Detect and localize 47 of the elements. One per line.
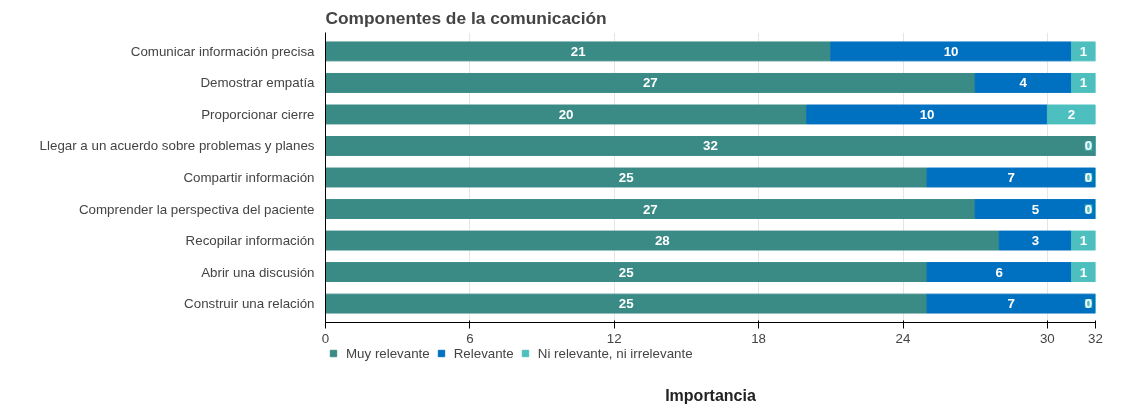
y-tick-label: Recopilar información — [185, 233, 315, 249]
x-tick-label: 0 — [321, 330, 330, 346]
x-tick-label: 18 — [751, 330, 767, 346]
y-tick-label: Comprender la perspectiva del paciente — [78, 201, 315, 217]
data-label: 1 — [1079, 264, 1088, 280]
x-tick-label: 30 — [1039, 330, 1055, 346]
x-tick-label: 12 — [606, 330, 622, 346]
data-label: 7 — [1007, 296, 1015, 312]
data-label: 4 — [1019, 75, 1028, 91]
data-label: 0 — [1084, 170, 1093, 185]
y-tick-label: Compartir información — [183, 170, 315, 185]
data-label: 1 — [1079, 43, 1088, 59]
y-tick-label: Construir una relación — [184, 296, 315, 312]
data-label: 32 — [703, 138, 718, 154]
data-label: 1 — [1079, 233, 1088, 249]
data-label: 7 — [1007, 170, 1015, 185]
data-label: 25 — [618, 264, 635, 280]
y-tick-label: Llegar a un acuerdo sobre problemas y planes — [39, 138, 315, 154]
chart-title: Componentes de la comunicación — [325, 7, 607, 28]
data-label: 28 — [654, 233, 670, 249]
data-label: 1 — [1079, 75, 1088, 91]
data-label: 3 — [1031, 233, 1040, 249]
y-tick-label: Comunicar información precisa — [130, 43, 316, 59]
data-label: 27 — [642, 201, 658, 217]
data-label: 25 — [618, 296, 635, 312]
data-label: 20 — [558, 106, 574, 122]
x-tick-label: 24 — [895, 330, 911, 346]
data-label: 0 — [1084, 138, 1093, 154]
data-label: 10 — [919, 106, 935, 122]
data-label: 5 — [1031, 201, 1040, 217]
y-tick-label: Proporcionar cierre — [201, 106, 315, 122]
data-label: 2 — [1067, 106, 1076, 122]
data-label: 27 — [642, 75, 658, 91]
y-tick-label: Demostrar empatía — [200, 75, 316, 91]
x-axis-title: Importancia — [665, 386, 756, 404]
data-label: 10 — [943, 43, 959, 59]
data-label: 25 — [618, 170, 635, 185]
data-label: 0 — [1084, 201, 1093, 217]
data-label: 21 — [570, 43, 587, 59]
x-tick-label: 6 — [466, 330, 474, 346]
data-label: 0 — [1084, 296, 1093, 312]
legend-label: Ni relevante, ni irrelevante — [537, 345, 693, 361]
y-tick-label: Abrir una discusión — [201, 264, 315, 280]
data-label: 6 — [995, 264, 1003, 280]
x-tick-label: 32 — [1088, 330, 1103, 346]
legend-label: Muy relevante — [346, 345, 430, 361]
legend-label: Relevante — [453, 345, 514, 361]
